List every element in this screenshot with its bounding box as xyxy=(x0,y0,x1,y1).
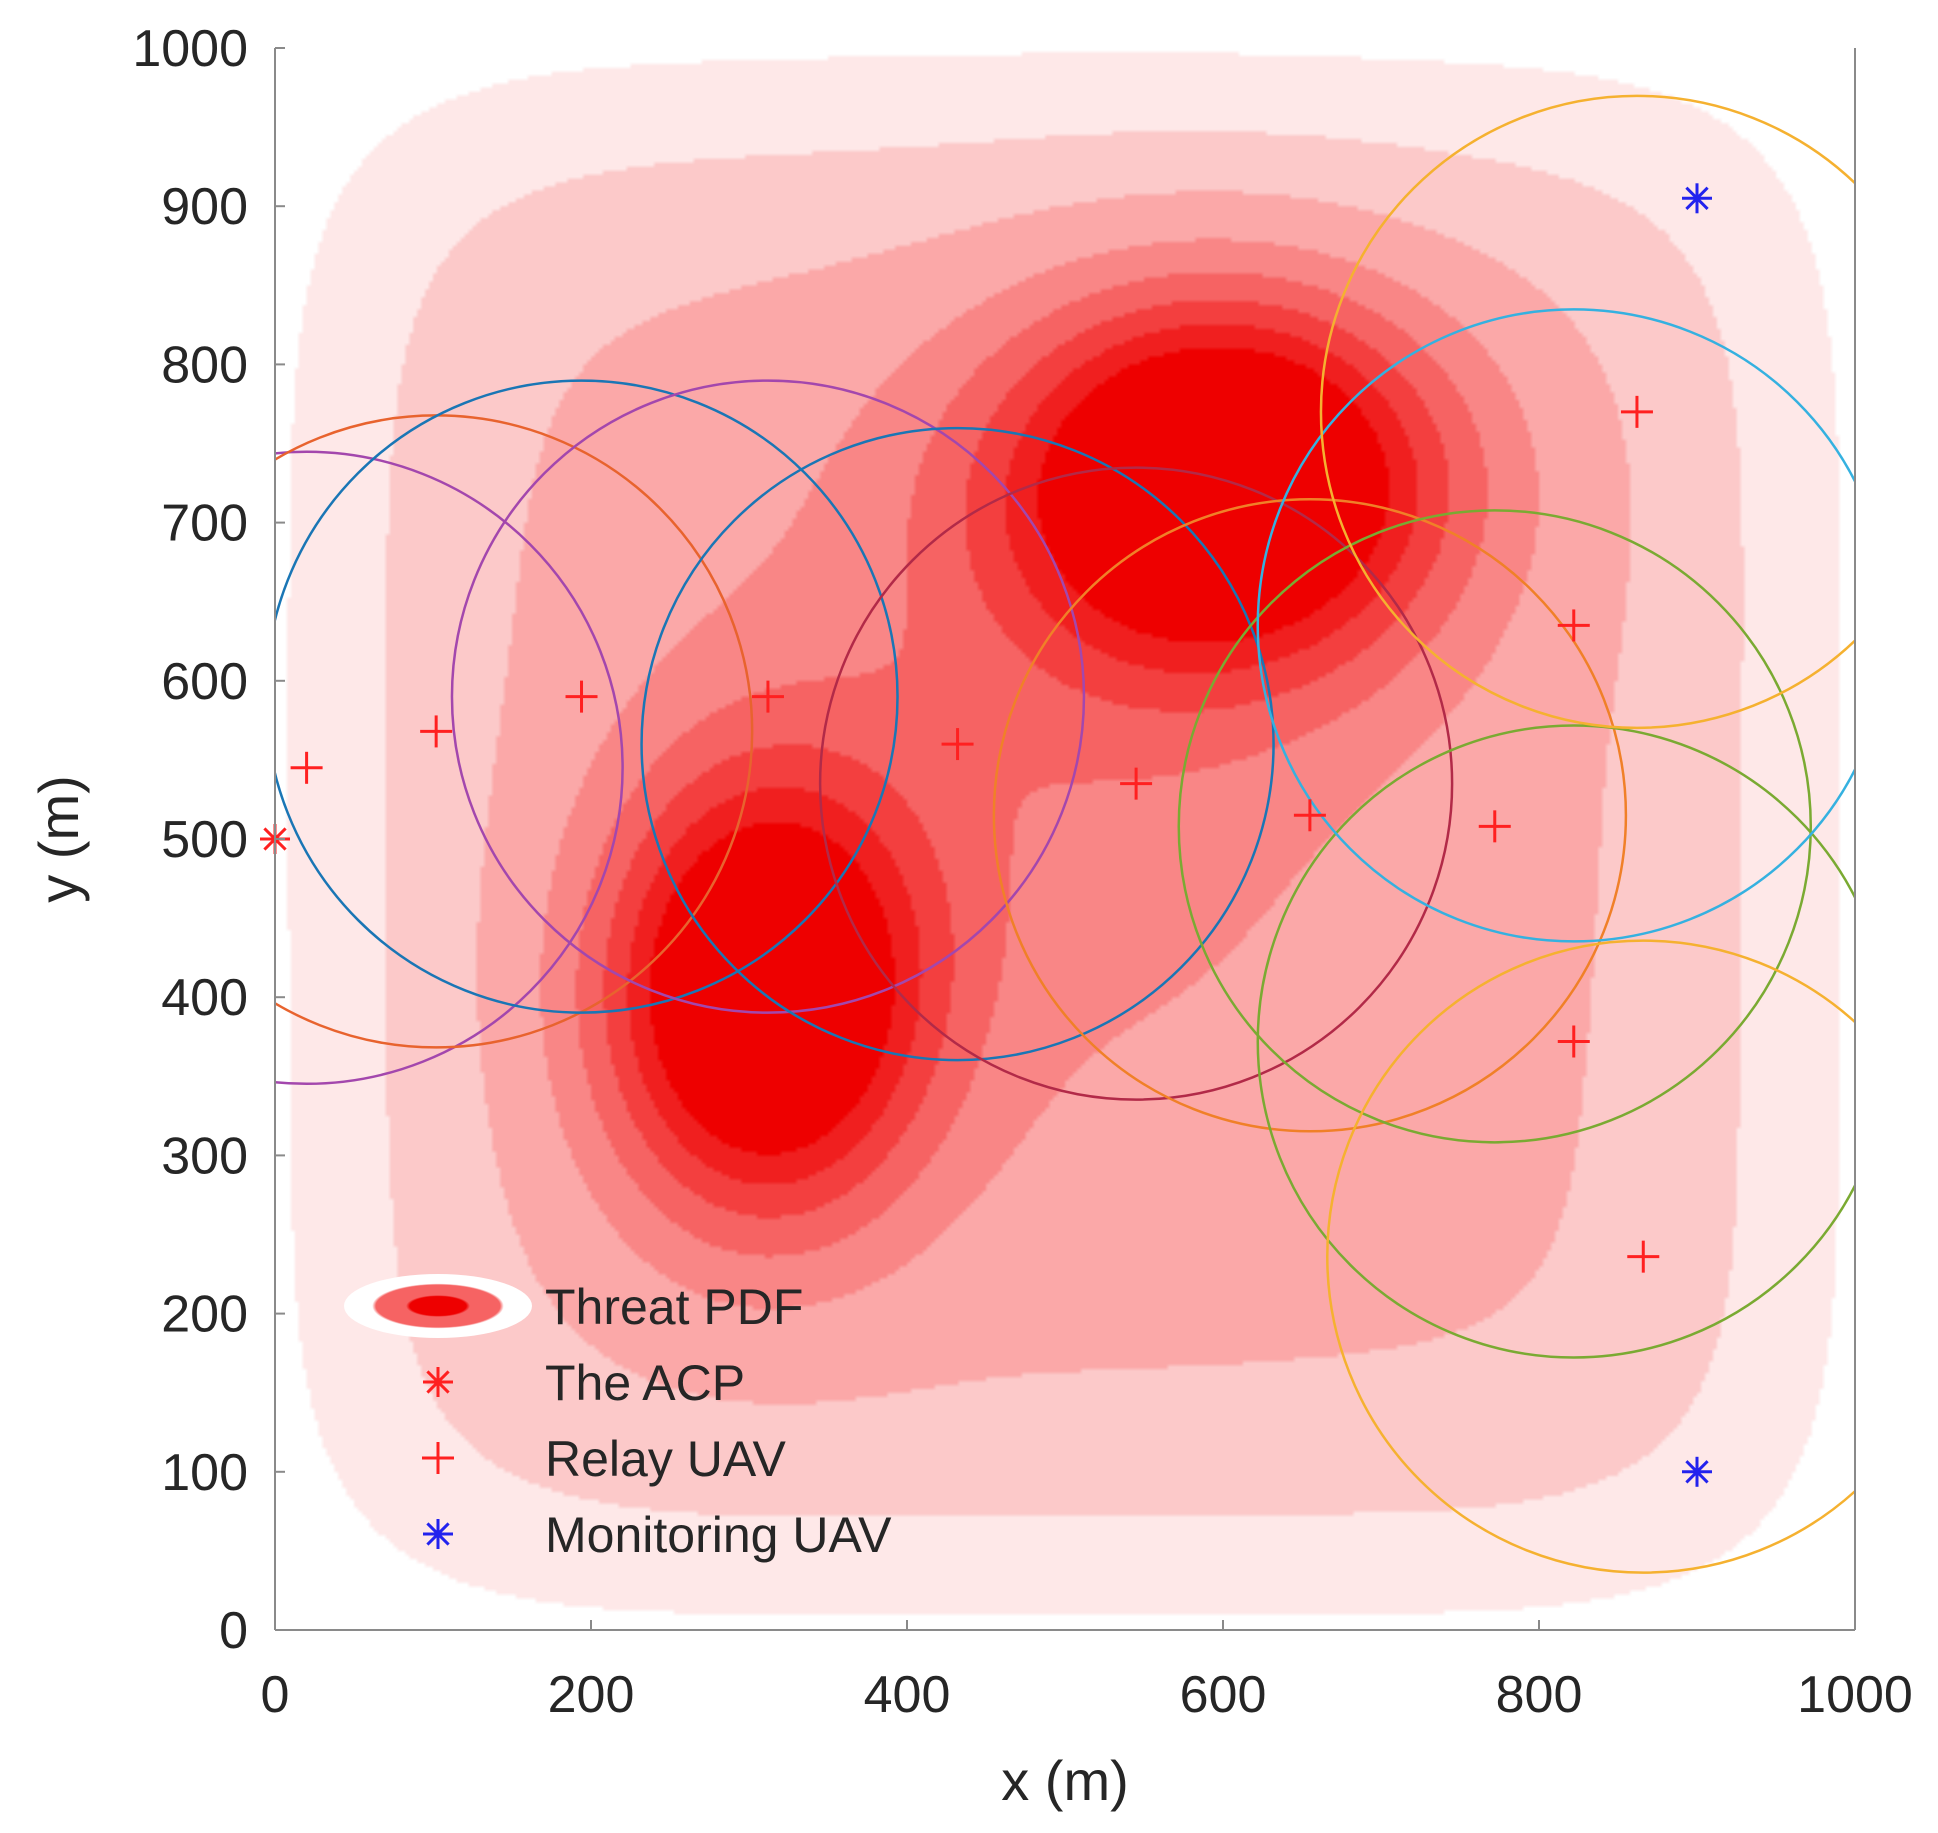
legend-monitoring-marker xyxy=(423,1519,453,1549)
relay-uav-marker-3 xyxy=(565,680,598,713)
relay-uav-marker-1 xyxy=(290,751,323,784)
coverage-circle-12 xyxy=(1319,94,1855,730)
relay-uav-marker-8 xyxy=(1478,810,1511,843)
relay-uav-marker-9 xyxy=(1557,1025,1590,1058)
y-tick-label: 500 xyxy=(161,811,248,869)
x-tick-label: 800 xyxy=(1496,1666,1583,1724)
relay-uav-marker-10 xyxy=(1627,1240,1660,1273)
legend-entry-acp: The ACP xyxy=(423,1355,745,1411)
legend: Threat PDF The ACP Relay UAV Monitoring … xyxy=(344,1274,892,1563)
plot-area xyxy=(260,48,1855,1630)
y-tick-label: 0 xyxy=(219,1602,248,1660)
uav-markers xyxy=(260,183,1712,1487)
legend-acp-label: The ACP xyxy=(545,1355,745,1411)
legend-entry-threat-pdf: Threat PDF xyxy=(344,1274,803,1338)
monitoring-uav-marker-1 xyxy=(1682,183,1712,214)
x-tick-label: 600 xyxy=(1180,1666,1267,1724)
threat-pdf-contours xyxy=(275,48,1855,1630)
legend-entry-monitoring: Monitoring UAV xyxy=(423,1507,892,1563)
x-tick-label: 1000 xyxy=(1797,1666,1913,1724)
y-tick-label: 200 xyxy=(161,1286,248,1344)
legend-entry-relay: Relay UAV xyxy=(422,1431,786,1487)
tick-labels: 0 200 400 600 800 1000 0 100 200 300 400 500 600 700 8… xyxy=(132,20,1913,1724)
legend-acp-marker xyxy=(423,1367,453,1397)
legend-relay-label: Relay UAV xyxy=(545,1431,786,1487)
relay-coverage-circles xyxy=(275,94,1855,1574)
relay-uav-marker-6 xyxy=(1120,767,1153,800)
relay-uav-marker-5 xyxy=(941,728,974,761)
relay-uav-marker-4 xyxy=(751,680,784,713)
legend-threat-pdf-label: Threat PDF xyxy=(545,1279,803,1335)
y-axis-label: y (m) xyxy=(27,775,90,903)
relay-uav-marker-12 xyxy=(1620,395,1653,428)
coverage-circle-7 xyxy=(992,498,1628,1133)
coverage-circle-3 xyxy=(275,379,899,1014)
y-tick-label: 100 xyxy=(161,1444,248,1502)
legend-acp-star xyxy=(423,1367,453,1397)
y-tick-label: 800 xyxy=(161,336,248,394)
x-tick-label: 0 xyxy=(261,1666,290,1724)
y-tick-label: 400 xyxy=(161,969,248,1027)
y-tick-label: 900 xyxy=(161,178,248,236)
y-tick-label: 600 xyxy=(161,653,248,711)
legend-relay-marker xyxy=(422,1442,454,1474)
legend-relay-plus xyxy=(422,1442,454,1474)
coverage-circle-5 xyxy=(640,426,1275,1062)
coverage-circle-9 xyxy=(1256,724,1855,1359)
coverage-circle-4 xyxy=(450,379,1086,1014)
y-tick-label: 700 xyxy=(161,495,248,553)
relay-uav-marker-11 xyxy=(1557,609,1590,642)
legend-threat-pdf-swatch xyxy=(344,1274,532,1338)
legend-monitoring-label: Monitoring UAV xyxy=(545,1507,892,1563)
monitoring-uav-marker-2 xyxy=(1682,1456,1712,1487)
x-tick-label: 200 xyxy=(548,1666,635,1724)
coverage-circle-6 xyxy=(818,466,1454,1101)
axes: 0 200 400 600 800 1000 0 100 200 300 400 500 600 700 8… xyxy=(27,20,1913,1812)
y-tick-label: 300 xyxy=(161,1127,248,1185)
x-tick-label: 400 xyxy=(864,1666,951,1724)
coverage-circle-8 xyxy=(1177,509,1813,1144)
coverage-circle-10 xyxy=(1326,939,1855,1574)
relay-uav-marker-7 xyxy=(1293,799,1326,832)
coverage-circle-1 xyxy=(275,450,624,1085)
legend-monitoring-star xyxy=(423,1519,453,1549)
coverage-circle-11 xyxy=(1256,308,1855,943)
y-tick-label: 1000 xyxy=(132,20,248,78)
relay-uav-marker-2 xyxy=(420,715,453,748)
x-axis-label: x (m) xyxy=(1001,1749,1129,1812)
